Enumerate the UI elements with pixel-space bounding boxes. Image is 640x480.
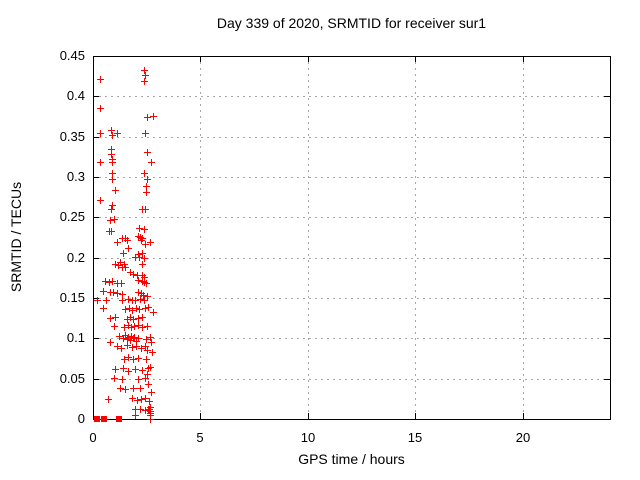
x-axis-label: GPS time / hours: [298, 451, 405, 467]
y-tick-label: 0.45: [60, 48, 85, 63]
y-tick-label: 0.2: [67, 250, 85, 265]
chart-title: Day 339 of 2020, SRMTID for receiver sur…: [216, 15, 487, 31]
y-tick-label: 0: [78, 411, 85, 426]
y-tick-label: 0.35: [60, 129, 85, 144]
y-tick-label: 0.1: [67, 330, 85, 345]
x-tick-label: 10: [301, 430, 315, 445]
zero-cluster-marker: [116, 416, 122, 422]
y-tick-label: 0.15: [60, 290, 85, 305]
plot-border: [93, 56, 611, 420]
x-tick-label: 5: [196, 430, 203, 445]
x-tick-label: 20: [516, 430, 530, 445]
zero-cluster-marker: [101, 416, 107, 422]
y-tick-label: 0.4: [67, 88, 85, 103]
y-tick-label: 0.05: [60, 371, 85, 386]
y-tick-label: 0.3: [67, 169, 85, 184]
data-points: [94, 67, 157, 423]
x-tick-label: 0: [89, 430, 96, 445]
x-tick-label: 15: [408, 430, 422, 445]
zero-cluster-marker: [94, 416, 100, 422]
y-tick-label: 0.25: [60, 209, 85, 224]
